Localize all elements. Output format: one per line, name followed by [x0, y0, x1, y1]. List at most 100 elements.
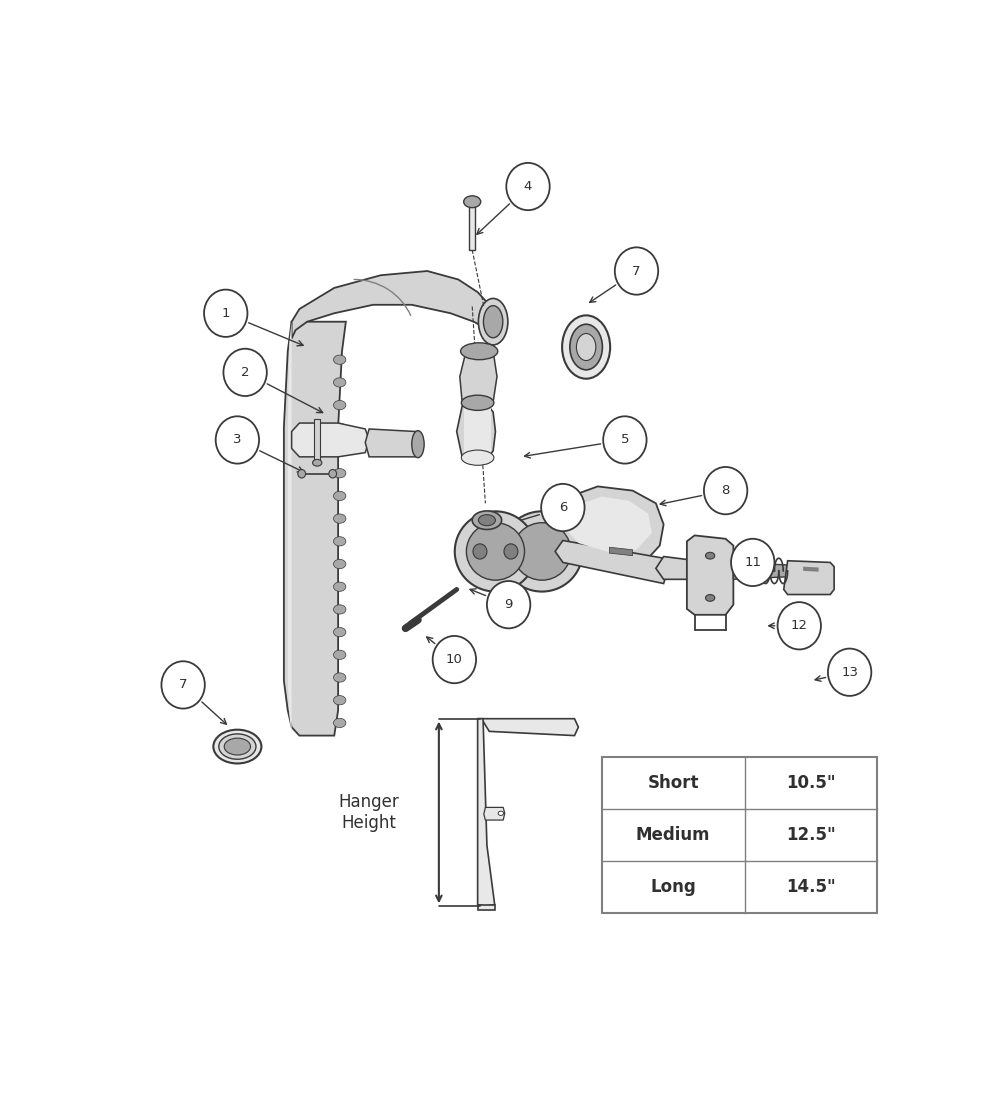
- Polygon shape: [292, 271, 497, 339]
- Text: 11: 11: [744, 556, 761, 569]
- Text: 14.5": 14.5": [786, 878, 836, 896]
- Ellipse shape: [333, 536, 346, 546]
- Text: 9: 9: [504, 598, 513, 611]
- Polygon shape: [687, 535, 733, 614]
- Ellipse shape: [333, 651, 346, 659]
- Polygon shape: [733, 563, 788, 579]
- Ellipse shape: [333, 627, 346, 636]
- Ellipse shape: [498, 811, 504, 815]
- Circle shape: [487, 581, 530, 629]
- Polygon shape: [484, 807, 505, 821]
- Ellipse shape: [333, 672, 346, 682]
- Ellipse shape: [501, 511, 583, 591]
- Circle shape: [216, 416, 259, 464]
- Text: 13: 13: [841, 666, 858, 679]
- Text: 12.5": 12.5": [786, 826, 836, 844]
- Text: 12: 12: [791, 620, 808, 632]
- Ellipse shape: [298, 470, 306, 478]
- Ellipse shape: [483, 306, 503, 338]
- Polygon shape: [464, 403, 491, 457]
- Ellipse shape: [333, 423, 346, 432]
- Circle shape: [161, 661, 205, 709]
- Ellipse shape: [333, 445, 346, 455]
- Ellipse shape: [333, 468, 346, 478]
- Ellipse shape: [504, 544, 518, 559]
- Ellipse shape: [570, 325, 602, 370]
- Ellipse shape: [576, 333, 596, 361]
- Ellipse shape: [461, 395, 494, 410]
- Polygon shape: [784, 561, 834, 595]
- Ellipse shape: [333, 559, 346, 568]
- Ellipse shape: [466, 523, 525, 580]
- Text: Medium: Medium: [636, 826, 710, 844]
- Ellipse shape: [464, 196, 481, 207]
- Ellipse shape: [472, 511, 502, 530]
- Circle shape: [704, 467, 747, 514]
- Text: 6: 6: [559, 501, 567, 514]
- Polygon shape: [284, 321, 346, 736]
- Text: 1: 1: [222, 307, 230, 319]
- Polygon shape: [656, 556, 710, 579]
- Circle shape: [506, 162, 550, 211]
- Polygon shape: [555, 486, 664, 563]
- Ellipse shape: [333, 377, 346, 387]
- Circle shape: [541, 484, 585, 531]
- Polygon shape: [478, 719, 495, 906]
- Polygon shape: [469, 203, 475, 250]
- Ellipse shape: [333, 400, 346, 410]
- Circle shape: [778, 602, 821, 649]
- Polygon shape: [563, 497, 652, 552]
- Polygon shape: [457, 402, 495, 461]
- Circle shape: [223, 349, 267, 396]
- Text: 10.5": 10.5": [786, 773, 836, 792]
- Ellipse shape: [333, 355, 346, 364]
- Polygon shape: [314, 419, 320, 463]
- Ellipse shape: [213, 730, 261, 764]
- Polygon shape: [478, 719, 578, 736]
- Circle shape: [204, 290, 247, 337]
- Circle shape: [603, 416, 647, 464]
- Ellipse shape: [333, 719, 346, 727]
- Ellipse shape: [478, 514, 495, 525]
- Text: 3: 3: [233, 433, 242, 446]
- Ellipse shape: [461, 450, 494, 465]
- Circle shape: [433, 636, 476, 683]
- Ellipse shape: [219, 734, 256, 759]
- Ellipse shape: [333, 583, 346, 591]
- Ellipse shape: [333, 695, 346, 705]
- Circle shape: [828, 648, 871, 695]
- Ellipse shape: [313, 460, 322, 466]
- Polygon shape: [803, 567, 819, 572]
- Ellipse shape: [412, 431, 424, 457]
- Text: 5: 5: [621, 433, 629, 446]
- Text: Long: Long: [650, 878, 696, 896]
- Ellipse shape: [705, 552, 715, 559]
- Text: Hanger
Height: Hanger Height: [339, 793, 400, 832]
- Circle shape: [731, 539, 774, 586]
- Ellipse shape: [478, 298, 508, 344]
- Ellipse shape: [333, 491, 346, 500]
- FancyBboxPatch shape: [602, 757, 877, 913]
- Ellipse shape: [329, 470, 337, 478]
- Ellipse shape: [562, 315, 610, 378]
- Text: 2: 2: [241, 366, 249, 378]
- Polygon shape: [609, 547, 633, 556]
- Polygon shape: [555, 541, 668, 584]
- Ellipse shape: [461, 342, 498, 360]
- Ellipse shape: [224, 738, 251, 755]
- Text: Short: Short: [647, 773, 699, 792]
- Polygon shape: [478, 905, 495, 911]
- Text: 8: 8: [721, 484, 730, 497]
- Polygon shape: [288, 321, 292, 736]
- Polygon shape: [292, 423, 369, 456]
- Text: 4: 4: [524, 180, 532, 193]
- Ellipse shape: [333, 514, 346, 523]
- Text: 7: 7: [179, 678, 187, 691]
- Circle shape: [615, 247, 658, 295]
- Ellipse shape: [705, 595, 715, 601]
- Ellipse shape: [513, 523, 571, 580]
- Text: 10: 10: [446, 653, 463, 666]
- Ellipse shape: [333, 604, 346, 614]
- Polygon shape: [365, 429, 420, 456]
- Ellipse shape: [455, 511, 536, 591]
